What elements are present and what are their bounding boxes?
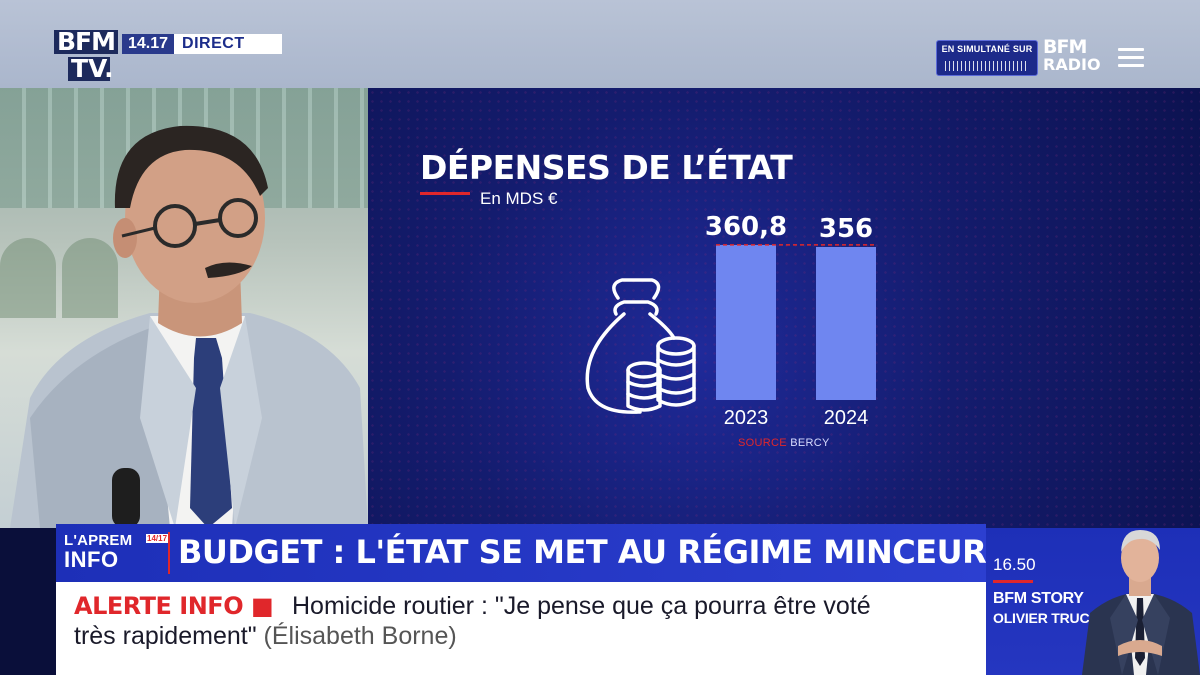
headline-band: L'APREM INFO 14/17 BUDGET : L'ÉTAT SE ME… [56,524,987,582]
dot-pattern-background [368,88,1200,528]
alert-text-line-2: très rapidement" (Élisabeth Borne) [74,622,457,651]
hamburger-menu-icon[interactable] [1118,48,1144,68]
value-label-2024: 356 [819,214,873,244]
next-program-show: BFM STORY [993,590,1084,607]
studio-camera-view [0,88,368,528]
chart-source: SOURCE BERCY [738,437,830,449]
logo-line-2: TV. [68,56,114,81]
logo-line-1: BFM [54,29,119,54]
category-label-2024: 2024 [824,407,869,429]
bfm-radio-logo: BFM RADIO [1043,38,1101,78]
program-time-slot: 14/17 [146,534,169,543]
clock-time: 14.17 [122,34,175,54]
simulcast-badge: EN SIMULTANÉ SUR [936,40,1038,76]
source-prefix: SOURCE [738,437,787,449]
top-bar: BFM TV. 14.17 DIRECT EN SIMULTANÉ SUR BF… [0,0,1200,88]
alert-label: ALERTE INFO ■ [74,592,274,620]
alert-text-line-2-quote: très rapidement" [74,622,257,650]
next-program-red-bar [993,580,1033,583]
bar-chart: 360,8 2023 356 2024 [585,212,876,429]
next-program-host: OLIVIER TRUCHOT [993,610,1119,626]
simulcast-label: EN SIMULTANÉ SUR [941,44,1033,54]
money-bag-icon [585,278,696,414]
spending-infographic: DÉPENSES DE L’ÉTAT En MDS € 360,8 2023 356… [368,88,1200,528]
title-red-underline [420,192,470,195]
program-logo: L'APREM INFO 14/17 [64,532,169,574]
chart-unit: En MDS € [480,189,558,208]
next-program-time: 16.50 [993,555,1036,574]
background-arch [0,238,56,318]
bfmtv-logo: BFM TV. [54,29,119,88]
radio-logo-line-2: RADIO [1043,55,1101,74]
value-label-2023: 360,8 [705,212,787,242]
alert-text-line-1: Homicide routier : "Je pense que ça pour… [292,592,871,620]
chart-title: DÉPENSES DE L’ÉTAT [420,148,793,187]
headline-divider [168,532,170,574]
alert-attribution: (Élisabeth Borne) [263,622,457,650]
live-time-badge: 14.17 DIRECT [122,34,282,54]
chart-bars: 360,8 2023 356 2024 [705,212,876,429]
headline-text: BUDGET : L'ÉTAT SE MET AU RÉGIME MINCEUR [178,533,987,571]
category-label-2023: 2023 [724,407,769,429]
host-photo [1082,530,1200,675]
bar-2024 [816,246,876,400]
source-name: BERCY [790,437,830,449]
live-label: DIRECT [182,35,245,52]
alert-ticker: ALERTE INFO ■ Homicide routier : "Je pen… [56,582,986,675]
guest-speaker [10,125,368,528]
program-logo-line-2: INFO [64,547,119,572]
radio-logo-line-1: BFM [1043,36,1087,58]
next-program-panel: 16.50 BFM STORY OLIVIER TRUCHOT [986,528,1200,675]
background-arch [62,238,118,318]
bar-2023 [716,244,776,400]
audio-wave-icon [945,61,1029,71]
program-logo-line-1: L'APREM [64,532,133,549]
